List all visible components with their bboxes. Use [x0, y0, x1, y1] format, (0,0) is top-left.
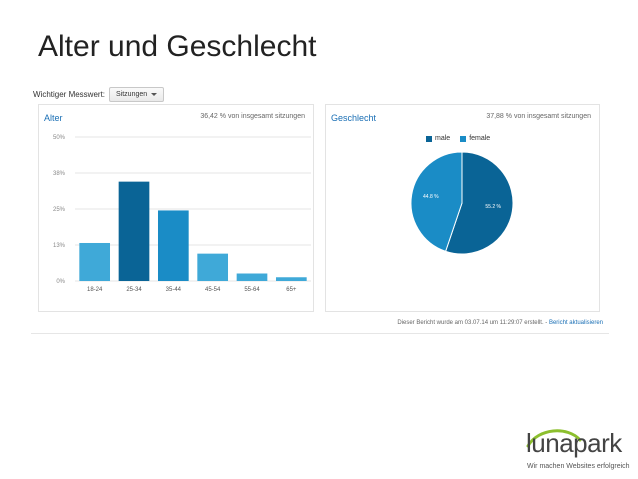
lunapark-logo: lunapark Wir machen Websites erfolgreich — [524, 424, 634, 472]
pie-slice-label: 55.2 % — [485, 204, 501, 210]
x-tick-label: 35-44 — [166, 287, 182, 293]
x-tick-label: 55-64 — [244, 287, 260, 293]
bar-65+ — [275, 277, 307, 281]
x-tick-label: 18-24 — [87, 287, 103, 293]
metric-label: Wichtiger Messwert: — [33, 90, 106, 99]
age-bar-chart: 0% 13% 25% 38% 50% 18-24 25-34 35-44 45-54 55-64 6… — [53, 135, 311, 293]
legend-swatch-female — [460, 135, 467, 142]
bar-25-34 — [118, 181, 150, 281]
gender-panel-share: 37,88 % von insgesamt sitzungen — [486, 113, 591, 120]
x-tick-label: 65+ — [286, 287, 297, 293]
legend-label-female: female — [469, 135, 491, 142]
logo-tagline: Wir machen Websites erfolgreich — [527, 463, 630, 470]
x-tick-label: 25-34 — [126, 287, 142, 293]
chevron-down-icon — [151, 93, 158, 96]
y-tick-label: 50% — [53, 135, 66, 141]
pie-slice-female — [410, 151, 463, 252]
pie-slice-label: 44.8 % — [423, 194, 439, 200]
gender-panel-title: Geschlecht — [331, 113, 377, 123]
bar-35-44 — [157, 210, 189, 281]
analytics-report: Wichtiger Messwert: Sitzungen Alter 36,4… — [31, 78, 609, 334]
gender-pie-chart: 55.2 % 44.8 % — [410, 151, 514, 255]
report-footer: Dieser Bericht wurde am 03.07.14 um 11:2… — [397, 320, 603, 326]
metric-select[interactable]: Sitzungen — [109, 87, 165, 102]
y-tick-label: 0% — [56, 279, 65, 285]
bar-55-64 — [236, 273, 268, 281]
gender-panel: Geschlecht 37,88 % von insgesamt sitzung… — [325, 104, 600, 312]
bar-45-54 — [197, 253, 229, 281]
gender-legend: male female — [426, 135, 490, 142]
logo-wordmark: lunapark — [526, 428, 622, 458]
age-panel-share: 36,42 % von insgesamt sitzungen — [200, 113, 305, 120]
metric-row: Wichtiger Messwert: Sitzungen — [33, 87, 165, 102]
refresh-report-link[interactable]: Bericht aktualisieren — [548, 320, 603, 326]
report-timestamp: Dieser Bericht wurde am 03.07.14 um 11:2… — [397, 320, 548, 326]
bar-18-24 — [79, 242, 111, 281]
legend-item-male[interactable]: male — [426, 135, 450, 142]
legend-swatch-male — [426, 135, 432, 142]
y-tick-label: 38% — [53, 171, 66, 177]
age-panel-title: Alter — [44, 113, 63, 123]
age-panel: Alter 36,42 % von insgesamt sitzungen 0%… — [38, 104, 314, 312]
legend-label-male: male — [435, 135, 451, 142]
logo-arc-icon — [526, 429, 582, 448]
metric-select-value: Sitzungen — [116, 91, 148, 98]
y-tick-label: 25% — [53, 207, 66, 213]
legend-item-female[interactable]: female — [460, 135, 490, 142]
x-tick-label: 45-54 — [205, 287, 221, 293]
y-tick-label: 13% — [53, 243, 66, 249]
slide-title: Alter und Geschlecht — [38, 30, 317, 63]
